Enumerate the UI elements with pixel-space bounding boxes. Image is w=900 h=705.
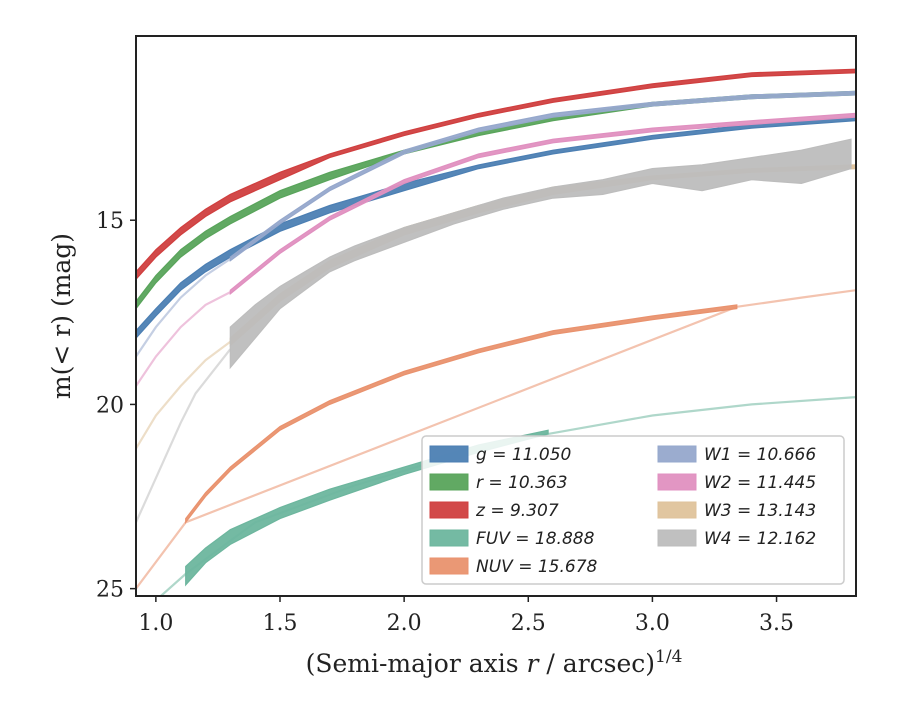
series-nuv-band [185,304,738,525]
legend-swatch-r [429,473,469,491]
series-fuv-band [185,429,549,587]
legend-swatch-z [429,501,469,519]
legend-swatch-w1 [657,445,697,463]
x-axis-label: (Semi-major axis r / arcsec)1/4 [306,647,683,678]
plot-frame [135,35,857,597]
legend-label-fuv: FUV = 18.888 [476,529,595,549]
legend-swatch-w4 [657,529,697,547]
legend-label-g: g = 11.050 [476,445,571,465]
y-tick-label: 25 [96,578,124,603]
legend: g = 11.050 r = 10.363 z = 9.307 FUV = 18.88… [421,435,845,585]
legend-box [421,435,845,585]
legend-label-r: r = 10.363 [476,473,568,493]
series-g-band [136,116,856,339]
legend-label-z: z = 9.307 [475,501,559,521]
x-tick-label: 2.0 [387,611,422,636]
y-tick-label: 20 [96,393,124,418]
series-r-band [136,90,856,310]
plot-series [136,68,856,596]
y-tick-label: 15 [96,209,124,234]
legend-label-nuv: NUV = 15.678 [476,557,598,577]
y-axis: 15 20 25 [96,209,136,603]
legend-label-w1: W1 = 10.666 [704,445,816,465]
y-axis-label: m(< r) (mag) [47,233,76,399]
series-w4-extension [136,348,232,523]
series-w2-band [229,112,856,296]
series-w4-band [229,138,852,370]
legend-label-w3: W3 = 13.143 [704,501,816,521]
x-tick-label: 3.0 [635,611,670,636]
x-tick-label: 2.5 [511,611,546,636]
x-tick-label: 3.5 [759,611,794,636]
series-w1-extension [136,257,231,358]
legend-swatch-nuv [429,557,469,575]
x-tick-label: 1.5 [263,611,298,636]
legend-swatch-w2 [657,473,697,491]
series-w3-extension [136,340,231,450]
x-axis: 1.0 1.5 2.0 2.5 3.0 3.5 [138,596,794,636]
series-w1-band [229,90,856,262]
series-w2-extension [136,291,231,387]
legend-label-w2: W2 = 11.445 [704,473,816,493]
x-tick-label: 1.0 [138,611,173,636]
legend-swatch-fuv [429,529,469,547]
legend-swatch-w3 [657,501,697,519]
legend-swatch-g [429,445,469,463]
legend-label-w4: W4 = 12.162 [704,529,816,549]
series-z-band [136,68,856,281]
